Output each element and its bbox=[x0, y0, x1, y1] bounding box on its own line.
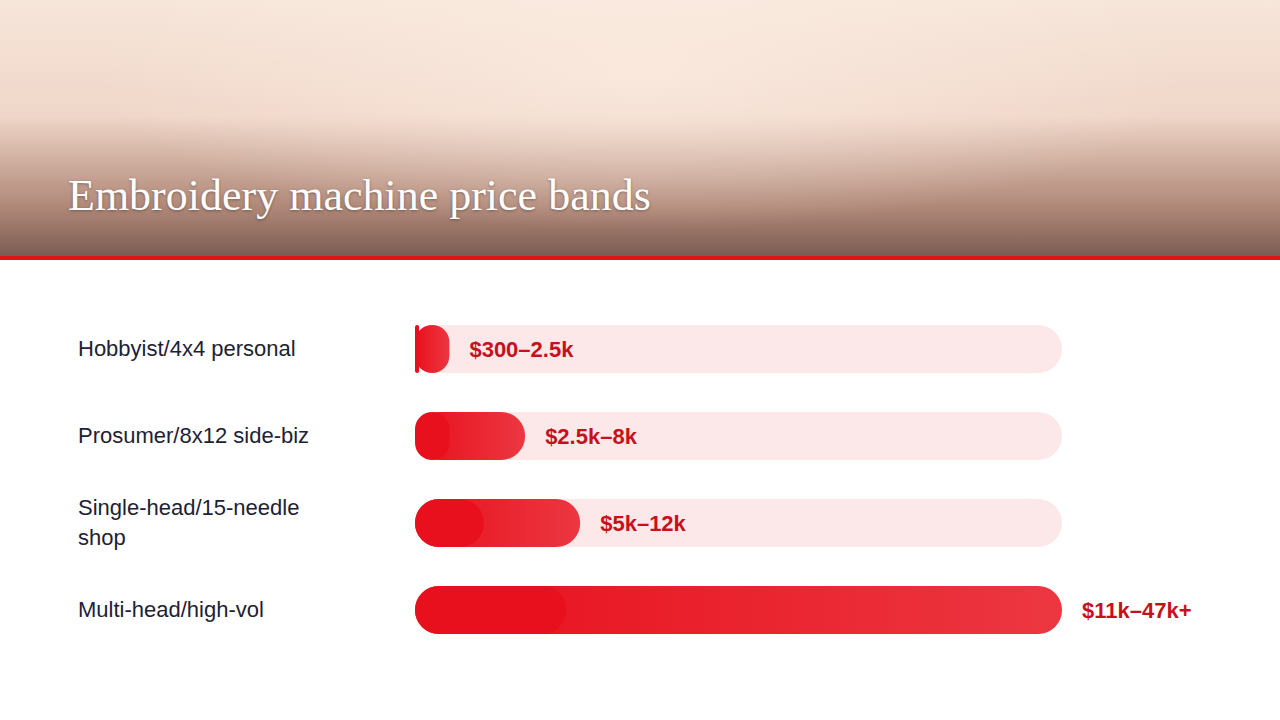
html-text:Embroidery machine price bands: Embroidery machine price bands bbox=[68, 171, 651, 220]
html-text:Multi-head/high-vol: Multi-head/high-vol bbox=[78, 596, 264, 622]
svg-text:$11k–47k+: $11k–47k+ bbox=[1082, 598, 1192, 623]
html-text:Prosumer/8x12 side-biz: Prosumer/8x12 side-biz bbox=[78, 422, 310, 448]
svg-text:$300–2.5k: $300–2.5k bbox=[469, 337, 574, 362]
html-text:Hobbyist/4x4 personal: Hobbyist/4x4 personal bbox=[78, 335, 296, 361]
html-text:Single-head/15-needle shop: Single-head/15-needle shop bbox=[78, 494, 300, 550]
svg-text:$2.5k–8k: $2.5k–8k bbox=[545, 424, 638, 449]
svg-text:$5k–12k: $5k–12k bbox=[600, 511, 686, 536]
